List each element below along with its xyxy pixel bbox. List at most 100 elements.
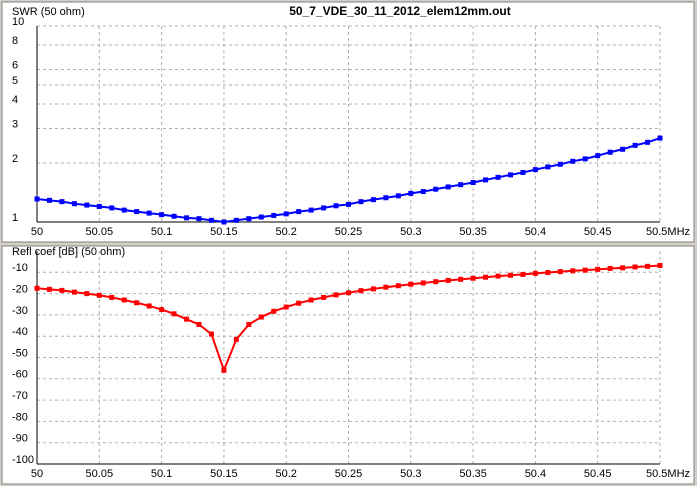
data-point	[370, 197, 376, 203]
data-point	[395, 193, 401, 199]
data-point	[34, 285, 40, 291]
data-point	[458, 276, 464, 282]
data-point	[408, 190, 414, 196]
data-point	[445, 277, 451, 283]
data-point	[408, 281, 414, 287]
data-point	[557, 161, 563, 167]
data-point	[196, 216, 202, 222]
data-point	[632, 142, 638, 148]
data-point	[545, 164, 551, 170]
data-point	[433, 186, 439, 192]
data-point	[184, 316, 190, 322]
data-point	[109, 205, 115, 211]
data-point	[383, 195, 389, 201]
y-tick-label: -90	[12, 433, 28, 445]
data-point	[520, 169, 526, 175]
data-point	[557, 269, 563, 275]
data-point	[507, 172, 513, 178]
x-tick-label: 50.3	[400, 226, 421, 238]
data-point	[433, 279, 439, 285]
data-point	[570, 158, 576, 164]
data-point	[620, 146, 626, 152]
data-point	[96, 203, 102, 209]
data-point	[582, 267, 588, 273]
data-point	[346, 290, 351, 296]
x-tick-label: 50.3	[400, 468, 421, 480]
data-point	[246, 321, 252, 327]
data-point	[121, 297, 127, 303]
data-point	[308, 207, 314, 213]
data-point	[582, 156, 588, 162]
x-tick-label: 50.25	[335, 226, 363, 238]
data-point	[146, 210, 152, 216]
y-tick-label: -20	[12, 284, 28, 296]
data-point	[495, 273, 501, 279]
data-point	[208, 331, 214, 337]
y-tick-label: 10	[12, 16, 24, 28]
data-point	[483, 274, 489, 280]
data-point	[84, 291, 90, 297]
data-point	[184, 215, 190, 221]
y-tick-label: 6	[12, 59, 18, 71]
data-point	[470, 180, 476, 186]
data-point	[420, 189, 426, 195]
data-point	[296, 300, 302, 306]
data-point	[221, 367, 227, 373]
y-tick-label: -60	[12, 369, 28, 381]
x-tick-label: 50.5MHz	[646, 468, 690, 480]
x-tick-label: 50.15	[210, 226, 238, 238]
x-tick-label: 50.2	[275, 226, 296, 238]
y-tick-label: -80	[12, 411, 28, 423]
data-point	[283, 211, 289, 217]
data-point	[532, 270, 538, 276]
x-tick-label: 50.4	[525, 226, 546, 238]
data-point	[420, 280, 426, 286]
data-point	[395, 283, 401, 289]
data-point	[96, 292, 102, 298]
data-point	[246, 216, 252, 222]
y-tick-label: -70	[12, 390, 28, 402]
x-tick-label: 50.15	[210, 468, 238, 480]
data-point	[520, 271, 526, 277]
x-tick-label: 50.2	[275, 468, 296, 480]
data-point	[171, 311, 177, 317]
y-tick-label: 3	[12, 118, 18, 130]
x-tick-label: 50.1	[151, 468, 172, 480]
x-tick-label: 50.05	[86, 226, 114, 238]
data-point	[607, 265, 613, 271]
x-tick-label: 50.5MHz	[646, 226, 690, 238]
data-point	[159, 307, 165, 313]
y-tick-label: -40	[12, 326, 28, 338]
data-point	[59, 199, 65, 205]
data-point	[483, 177, 489, 183]
data-point	[134, 300, 140, 306]
data-point	[620, 265, 626, 271]
data-point	[233, 217, 239, 223]
data-point	[595, 266, 601, 272]
data-point	[333, 292, 339, 298]
data-point	[221, 219, 227, 225]
data-point	[495, 174, 501, 180]
data-point	[570, 268, 576, 274]
data-point	[333, 203, 339, 209]
x-tick-label: 50.35	[459, 468, 487, 480]
x-tick-label: 50.05	[86, 468, 114, 480]
y-tick-label: 2	[12, 153, 18, 165]
y-tick-label: -50	[12, 347, 28, 359]
data-point	[258, 214, 264, 220]
data-point	[121, 207, 127, 213]
y-tick-label: -100	[12, 454, 34, 466]
y-tick-label: 1	[12, 212, 18, 224]
data-point	[458, 182, 464, 188]
data-point	[445, 184, 451, 190]
data-point	[159, 212, 165, 218]
data-point	[258, 314, 264, 320]
y-tick-label: 5	[12, 75, 18, 87]
data-point	[208, 217, 214, 223]
data-point	[657, 135, 663, 141]
data-point	[271, 212, 277, 218]
x-tick-label: 50.35	[459, 226, 487, 238]
data-point	[532, 167, 538, 173]
y-axis-label: SWR (50 ohm)	[12, 6, 85, 18]
